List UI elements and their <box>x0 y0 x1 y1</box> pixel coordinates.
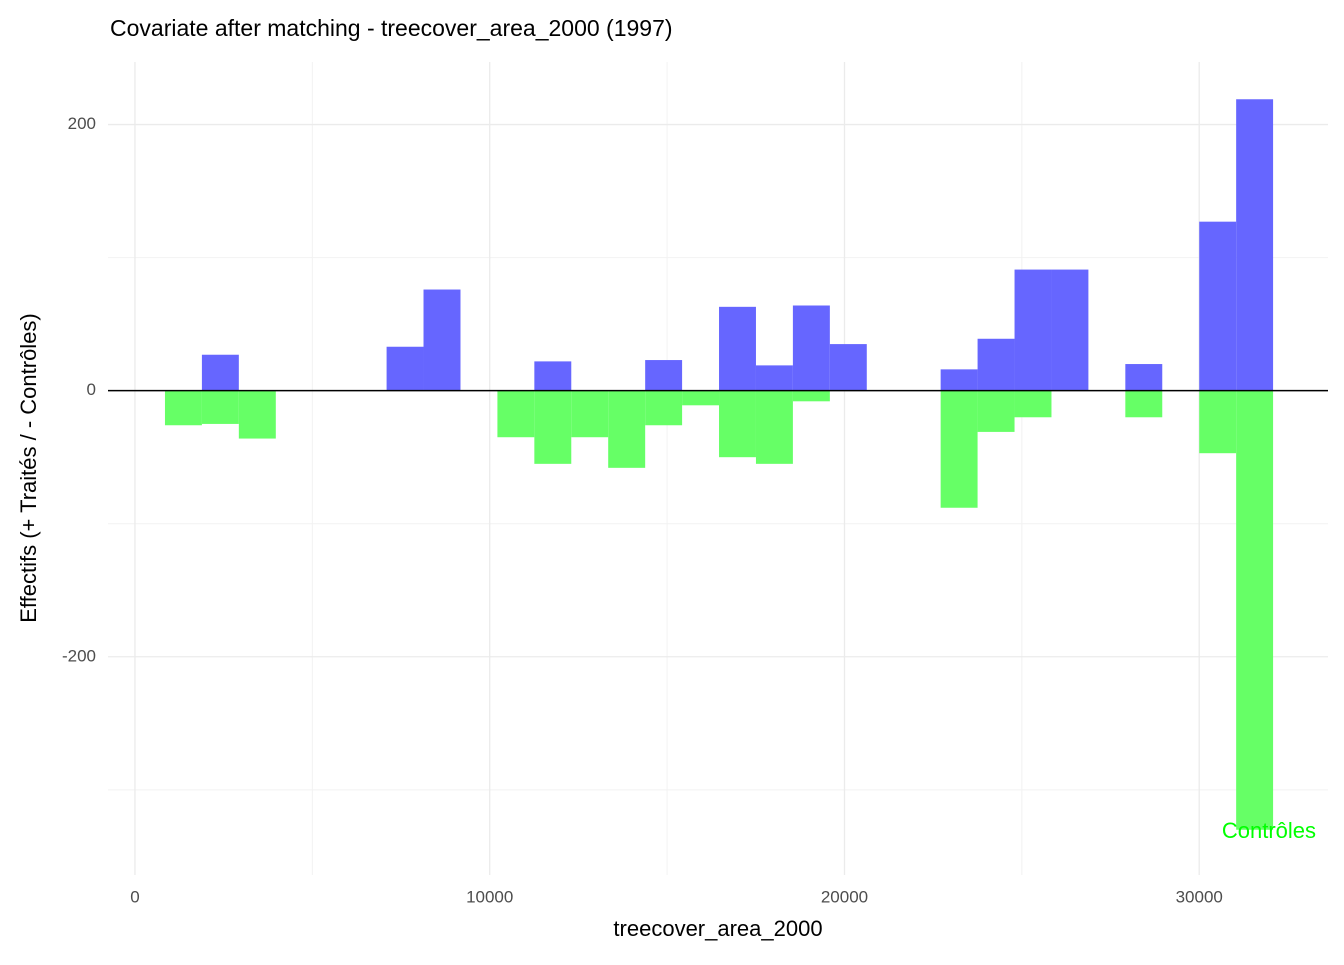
bar <box>977 338 1015 391</box>
y-tick-label: 0 <box>87 380 96 399</box>
chart-title: Covariate after matching - treecover_are… <box>110 15 673 41</box>
y-tick-label: -200 <box>62 646 96 665</box>
bar <box>1236 390 1274 830</box>
bar <box>977 390 1015 432</box>
bar <box>940 390 978 508</box>
bar <box>645 360 683 391</box>
bar <box>755 365 793 391</box>
bar <box>1014 269 1052 391</box>
bar <box>792 390 830 402</box>
bar <box>497 390 535 438</box>
bar <box>1199 390 1237 454</box>
bar <box>238 390 276 439</box>
x-axis-label: treecover_area_2000 <box>613 916 822 941</box>
bar <box>164 390 202 426</box>
x-tick-label: 10000 <box>466 887 513 906</box>
bar <box>719 390 756 458</box>
y-axis-label: Effectifs (+ Traités / - Contrôles) <box>16 313 41 623</box>
bar <box>1051 269 1089 391</box>
bar <box>1125 390 1163 418</box>
bar <box>534 361 572 391</box>
bar <box>792 305 830 391</box>
bar <box>423 289 461 391</box>
bar <box>645 390 683 426</box>
bar <box>608 390 646 468</box>
y-tick-label: 200 <box>68 114 96 133</box>
bar <box>682 390 720 406</box>
bar <box>940 369 978 391</box>
bar <box>829 344 867 391</box>
bar <box>386 346 424 391</box>
bar <box>571 390 609 438</box>
bar <box>755 390 793 464</box>
annotation: Contrôles <box>1222 818 1316 843</box>
x-tick-label: 0 <box>130 887 139 906</box>
x-tick-label: 20000 <box>821 887 868 906</box>
bar <box>1199 221 1237 391</box>
bar <box>201 390 239 424</box>
bar <box>1014 390 1052 418</box>
x-tick-label: 30000 <box>1176 887 1223 906</box>
bar <box>719 306 756 391</box>
bar <box>1236 99 1274 391</box>
bar <box>534 390 572 464</box>
bar <box>201 354 239 391</box>
bar <box>1125 364 1163 391</box>
